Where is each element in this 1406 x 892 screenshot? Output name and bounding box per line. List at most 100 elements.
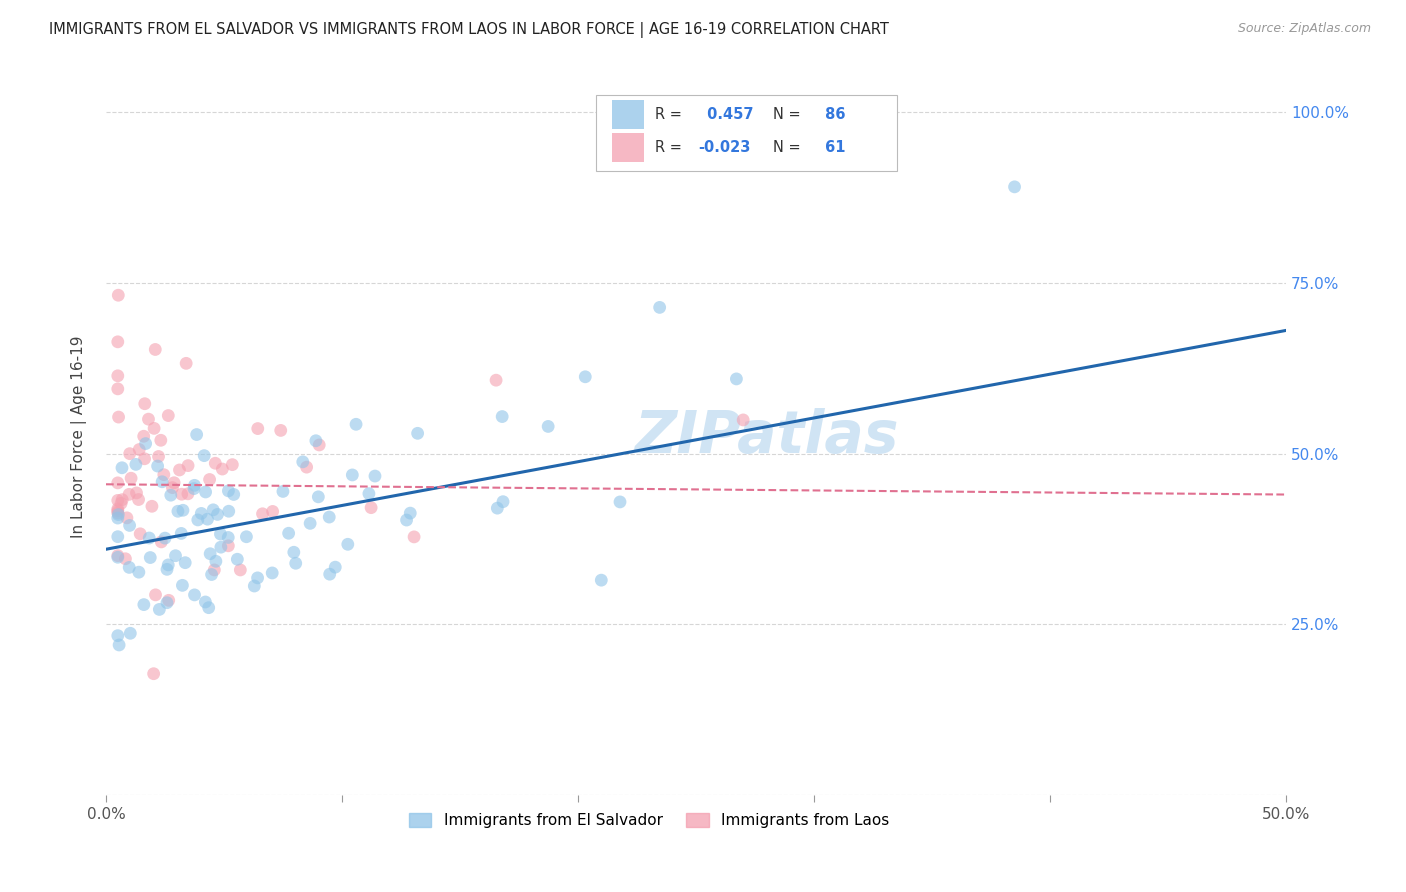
Point: [134, 397, 156, 411]
Point: [129, 526, 152, 541]
Point: [336, 537, 359, 551]
Point: [183, 482, 205, 496]
Point: [648, 301, 671, 315]
Point: [107, 475, 129, 490]
Point: [170, 487, 193, 501]
Point: [183, 588, 205, 602]
Point: [217, 539, 239, 553]
Point: [146, 458, 169, 473]
Point: [395, 513, 418, 527]
Point: [246, 421, 269, 435]
Point: [291, 455, 314, 469]
Point: [492, 494, 515, 508]
Point: [107, 504, 129, 518]
Text: 86: 86: [820, 107, 845, 122]
Point: [205, 554, 228, 568]
Point: [141, 500, 163, 514]
Point: [404, 530, 426, 544]
Point: [128, 442, 150, 457]
Point: [149, 434, 172, 448]
Point: [190, 507, 212, 521]
Point: [118, 447, 141, 461]
Point: [107, 288, 129, 302]
Point: [262, 566, 284, 580]
Point: [128, 492, 150, 507]
Point: [307, 490, 329, 504]
Point: [183, 478, 205, 492]
Point: [609, 495, 631, 509]
Point: [202, 503, 225, 517]
Point: [134, 451, 156, 466]
Point: [284, 556, 307, 570]
Point: [299, 516, 322, 531]
Point: [305, 434, 328, 448]
Point: [128, 565, 150, 579]
Text: R =: R =: [655, 107, 682, 122]
Point: [486, 501, 509, 516]
Point: [157, 409, 180, 423]
Point: [283, 545, 305, 559]
Point: [107, 368, 129, 383]
Point: [174, 556, 197, 570]
Point: [170, 526, 193, 541]
Point: [344, 417, 367, 432]
Point: [591, 573, 613, 587]
Text: ZIPatlas: ZIPatlas: [634, 408, 898, 465]
Point: [118, 487, 141, 501]
Point: [217, 483, 239, 498]
Point: [725, 372, 748, 386]
Point: [153, 467, 176, 482]
Point: [246, 571, 269, 585]
Point: [107, 549, 129, 563]
Point: [172, 503, 194, 517]
Point: [406, 426, 429, 441]
Text: -0.023: -0.023: [699, 140, 751, 154]
Point: [114, 551, 136, 566]
Point: [135, 436, 157, 450]
Point: [364, 469, 387, 483]
Legend: Immigrants from El Salvador, Immigrants from Laos: Immigrants from El Salvador, Immigrants …: [402, 807, 896, 834]
Point: [226, 552, 249, 566]
Point: [186, 427, 208, 442]
Point: [357, 486, 380, 500]
Point: [252, 507, 274, 521]
Point: [399, 506, 422, 520]
Point: [148, 450, 170, 464]
Point: [167, 504, 190, 518]
Point: [110, 496, 132, 510]
Point: [218, 504, 240, 518]
Point: [107, 506, 129, 520]
Point: [132, 598, 155, 612]
Point: [107, 502, 129, 516]
Point: [323, 560, 346, 574]
Point: [107, 508, 129, 522]
Point: [235, 530, 257, 544]
Point: [143, 343, 166, 357]
Point: [211, 462, 233, 476]
Text: 0.457: 0.457: [702, 107, 754, 122]
Point: [157, 558, 180, 572]
Point: [107, 382, 129, 396]
Point: [118, 518, 141, 533]
Point: [204, 456, 226, 470]
Point: [107, 493, 129, 508]
Point: [200, 567, 222, 582]
Point: [270, 424, 292, 438]
Point: [139, 550, 162, 565]
Point: [153, 531, 176, 545]
Point: [107, 530, 129, 544]
Point: [125, 458, 148, 472]
Point: [262, 504, 284, 518]
Point: [165, 549, 187, 563]
Point: [125, 486, 148, 500]
Point: [243, 579, 266, 593]
Point: [574, 369, 596, 384]
FancyBboxPatch shape: [612, 100, 644, 128]
Point: [111, 460, 134, 475]
Point: [217, 531, 239, 545]
Point: [193, 449, 215, 463]
Text: 61: 61: [820, 140, 845, 154]
Point: [143, 421, 166, 435]
Point: [491, 409, 513, 424]
Point: [485, 373, 508, 387]
